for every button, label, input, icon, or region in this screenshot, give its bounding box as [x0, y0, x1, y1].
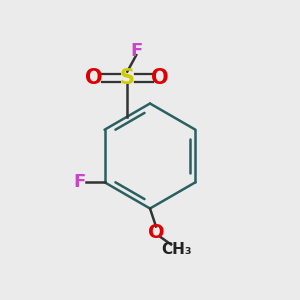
Text: O: O: [148, 223, 164, 242]
Text: O: O: [152, 68, 169, 88]
Text: F: F: [73, 173, 85, 191]
Text: S: S: [120, 68, 135, 88]
Text: O: O: [85, 68, 103, 88]
Text: F: F: [130, 42, 142, 60]
Text: CH₃: CH₃: [162, 242, 192, 256]
